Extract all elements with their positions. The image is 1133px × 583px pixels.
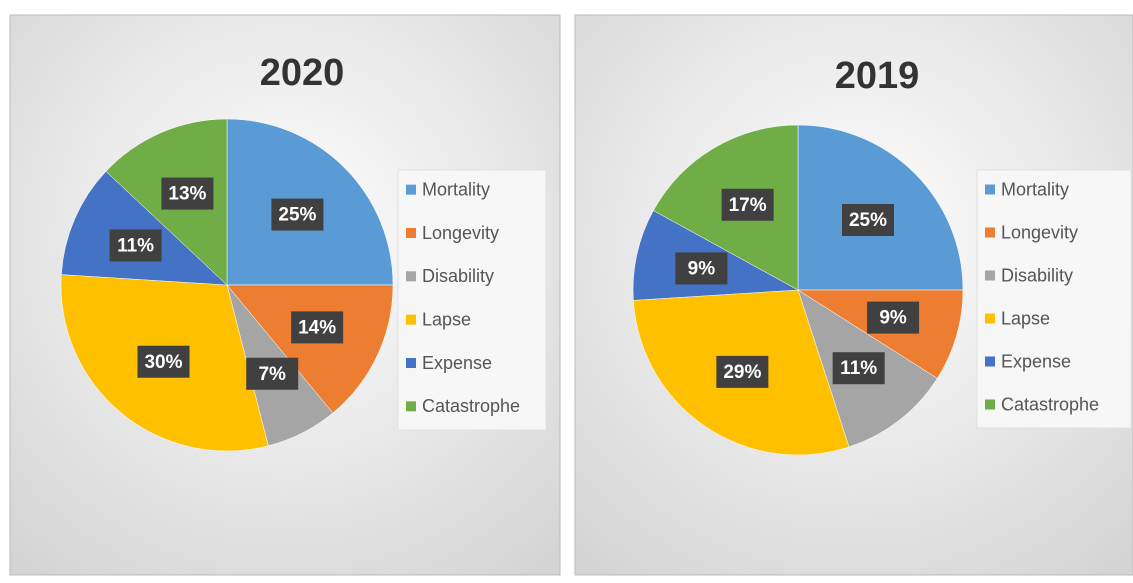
legend-label: Disability <box>1001 265 1073 285</box>
legend-label: Mortality <box>1001 179 1069 199</box>
chart-title: 2019 <box>835 55 920 97</box>
legend-label: Longevity <box>422 223 499 243</box>
legend-swatch <box>985 270 995 281</box>
data-label-box <box>161 177 214 210</box>
data-label-box <box>246 357 299 390</box>
data-label-box <box>842 203 895 236</box>
data-label: 9% <box>879 308 907 329</box>
legend-label: Catastrophe <box>422 396 520 416</box>
data-label-box <box>675 252 728 285</box>
data-label: 7% <box>258 364 286 385</box>
legend-label: Expense <box>422 353 492 373</box>
legend-swatch <box>406 228 416 238</box>
chart-title: 2020 <box>260 52 345 94</box>
legend-swatch <box>406 314 416 325</box>
legend-swatch <box>985 399 995 410</box>
legend-label: Mortality <box>422 179 490 199</box>
legend-label: Lapse <box>1001 308 1050 328</box>
legend-swatch <box>985 356 995 367</box>
data-label: 11% <box>840 358 877 379</box>
legend-label: Disability <box>422 266 494 286</box>
pie-slice <box>61 171 228 286</box>
data-label: 25% <box>849 210 887 231</box>
data-label-box <box>137 345 190 378</box>
legend-swatch <box>406 358 416 368</box>
data-label: 25% <box>278 205 316 226</box>
legend-swatch <box>406 401 416 412</box>
data-label-box <box>867 301 920 334</box>
data-label: 11% <box>117 235 154 256</box>
data-label: 17% <box>729 195 767 216</box>
legend-swatch <box>985 313 995 324</box>
data-label: 9% <box>688 258 716 279</box>
legend-label: Catastrophe <box>1001 394 1099 414</box>
legend-label: Expense <box>1001 351 1071 371</box>
data-label-box <box>716 355 769 388</box>
data-label: 13% <box>168 184 206 205</box>
data-label-box <box>271 198 324 231</box>
pie-slice <box>797 289 964 379</box>
legend-label: Lapse <box>422 309 471 329</box>
legend-swatch <box>406 184 416 195</box>
data-label: 14% <box>298 317 336 338</box>
data-label-box <box>832 352 885 385</box>
data-label-box <box>109 229 162 262</box>
data-label: 29% <box>723 362 761 383</box>
data-label-box <box>291 311 344 344</box>
legend-label: Longevity <box>1001 222 1078 242</box>
legend-box <box>397 169 547 431</box>
legend-swatch <box>985 184 995 195</box>
data-label: 30% <box>144 352 182 373</box>
legend-swatch <box>985 227 995 238</box>
pie-slice <box>226 284 394 414</box>
legend-swatch <box>406 271 416 282</box>
data-label-box <box>721 188 774 221</box>
legend-box <box>976 169 1132 429</box>
